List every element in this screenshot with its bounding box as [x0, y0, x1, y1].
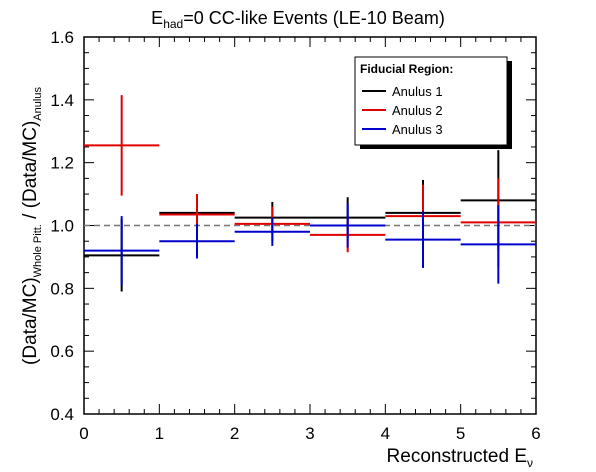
series-1 — [84, 150, 536, 292]
x-axis-ticks: 0 1 2 3 4 5 6 — [79, 37, 541, 443]
series-3 — [84, 203, 536, 286]
legend-label: Anulus 3 — [392, 122, 443, 137]
x-tick-label: 2 — [230, 424, 239, 443]
x-tick-label: 6 — [531, 424, 540, 443]
x-tick-label: 1 — [155, 424, 164, 443]
x-tick-label: 0 — [79, 424, 88, 443]
y-axis-ticks: 0.4 0.6 0.8 1.0 1.2 1.4 1.6 — [50, 28, 536, 424]
y-tick-label: 0.6 — [50, 342, 74, 361]
y-axis-label: (Data/MC)Whole Pitt. / (Data/MC)Anulus — [20, 87, 44, 365]
y-tick-label: 0.8 — [50, 279, 74, 298]
legend-title: Fiducial Region: — [360, 62, 453, 76]
legend-label: Anulus 1 — [392, 84, 443, 99]
x-tick-label: 5 — [456, 424, 465, 443]
legend-label: Anulus 2 — [392, 103, 443, 118]
y-tick-label: 0.4 — [50, 405, 74, 424]
x-tick-label: 4 — [381, 424, 390, 443]
y-tick-label: 1.6 — [50, 28, 74, 47]
data-marks — [84, 95, 536, 292]
y-tick-label: 1.2 — [50, 154, 74, 173]
x-axis-label: Reconstructed Eν — [387, 446, 533, 470]
x-tick-label: 3 — [305, 424, 314, 443]
legend-entries: Anulus 1 Anulus 2 Anulus 3 — [362, 84, 443, 137]
legend-box — [354, 56, 508, 146]
y-tick-label: 1.4 — [50, 91, 74, 110]
chart-title: Ehad=0 CC-like Events (LE-10 Beam) — [151, 8, 445, 31]
y-tick-label: 1.0 — [50, 217, 74, 236]
